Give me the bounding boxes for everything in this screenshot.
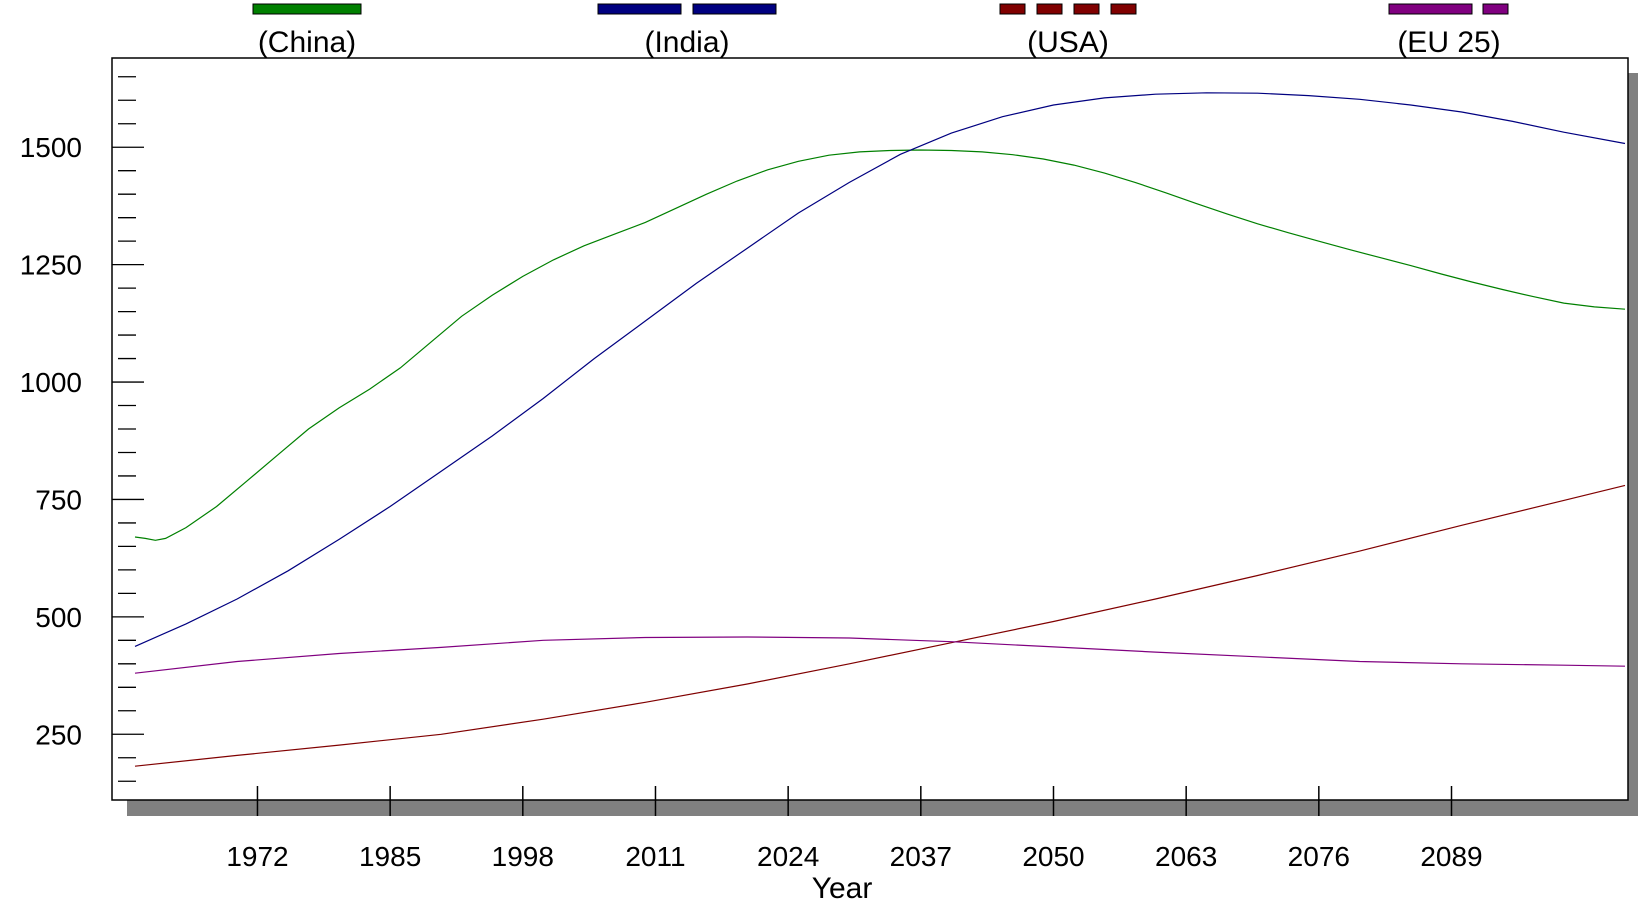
legend-swatch [692,3,777,15]
legend-swatch [1388,3,1473,15]
legend-swatch [1073,3,1100,15]
series-line-china [134,149,1626,541]
y-tick-label: 250 [35,719,82,750]
x-tick-label: 2089 [1420,841,1482,872]
legend-swatch [1482,3,1509,15]
legend-item: (USA) [999,3,1137,59]
x-tick-label: 1998 [492,841,554,872]
y-axis: 250 500 750 1000 1250 1500 [20,76,144,782]
legend: (China) (India) (USA) (EU 25) [252,3,1509,59]
series-line-usa [134,484,1626,767]
x-axis: 1972 1985 1998 2011 2024 2037 2050 2063 2076 2089 [226,786,1483,872]
legend-label: (China) [258,26,356,59]
x-tick-label: 2076 [1288,841,1350,872]
x-tick-label: 2011 [625,841,685,872]
y-tick-label: 1250 [20,250,82,281]
legend-label: (USA) [1027,26,1109,59]
legend-item: (EU 25) [1388,3,1509,59]
x-tick-label: 2063 [1155,841,1217,872]
legend-swatch [1036,3,1063,15]
legend-label: (EU 25) [1397,26,1500,59]
legend-item: (India) [597,3,777,59]
x-tick-label: 2024 [757,841,819,872]
y-tick-label: 500 [35,602,82,633]
legend-swatch [252,3,362,15]
legend-label: (India) [644,26,729,59]
series-lines [134,92,1626,767]
x-axis-title: Year [812,872,873,905]
plot-area [111,57,1629,801]
x-tick-label: 2037 [890,841,952,872]
legend-item: (China) [252,3,362,59]
legend-swatch [1110,3,1137,15]
x-tick-label: 2050 [1022,841,1084,872]
y-tick-label: 1500 [20,132,82,163]
legend-swatch [999,3,1026,15]
x-tick-label: 1972 [226,841,288,872]
y-tick-label: 750 [35,484,82,515]
legend-swatch [597,3,682,15]
series-line-eu-25 [134,636,1626,674]
series-line-india [134,92,1626,647]
y-tick-label: 1000 [20,367,82,398]
x-tick-label: 1985 [359,841,421,872]
